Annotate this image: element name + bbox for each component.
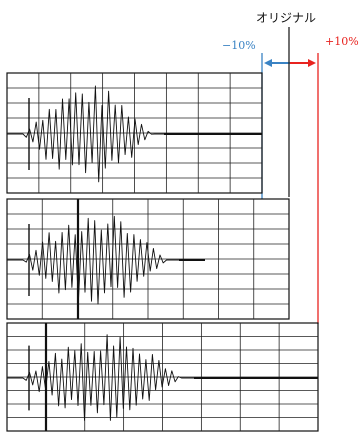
label-plus-10-percent: +10% bbox=[325, 35, 359, 48]
label-minus-10-percent: −10% bbox=[222, 39, 256, 52]
waveform-panel-plus-10-percent bbox=[6, 322, 319, 432]
waveform-panel-original bbox=[6, 198, 290, 320]
waveform-trace bbox=[7, 334, 318, 421]
waveform-trace bbox=[7, 85, 262, 183]
waveform-panel-minus-10-percent bbox=[6, 72, 263, 194]
double-arrow-icon bbox=[264, 59, 316, 67]
label-original: オリジナル bbox=[256, 11, 316, 25]
waveform-trace bbox=[7, 215, 205, 305]
